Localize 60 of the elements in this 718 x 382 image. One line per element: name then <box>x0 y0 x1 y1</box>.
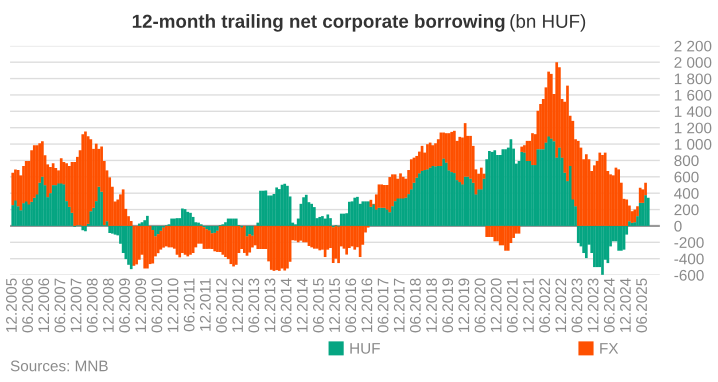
x-tick-label: 06.2019 <box>442 278 454 332</box>
x-tick-label: 06.2023 <box>572 278 582 332</box>
x-tick-label: 12.2014 <box>296 278 308 332</box>
x-tick-label: 12.2012 <box>232 278 244 332</box>
source-note: Sources: MNB <box>10 360 108 372</box>
chart-title: 12-month trailing net corporate borrowing <box>132 14 504 32</box>
x-tick-label: 12.2010 <box>168 278 178 332</box>
x-tick-label: 06.2017 <box>378 278 388 332</box>
x-tick-label: 06.2014 <box>280 278 292 332</box>
x-tick-label: 12.2023 <box>588 278 599 332</box>
x-tick-label: 06.2010 <box>151 278 162 332</box>
x-tick-label: 06.2018 <box>410 278 421 332</box>
legend-label: FX <box>600 343 618 354</box>
x-tick-label: 12.2016 <box>361 278 372 332</box>
x-tick-label: 06.2025 <box>636 278 647 332</box>
x-tick-label: 12.2009 <box>135 278 146 332</box>
y-tick-label: 1 400 <box>674 106 712 118</box>
y-tick-label: 800 <box>674 155 699 166</box>
y-tick-label: 1 800 <box>674 73 712 84</box>
x-tick-label: 12.2015 <box>329 278 340 332</box>
x-tick-label: 12.2011 <box>200 278 211 331</box>
y-tick-label: -400 <box>674 254 704 264</box>
x-tick-label: 12.2008 <box>102 278 114 332</box>
x-tick-label: 06.2015 <box>313 278 324 332</box>
x-tick-label: 06.2022 <box>539 278 550 332</box>
x-tick-label: 06.2008 <box>86 278 98 332</box>
x-tick-label: 12.2019 <box>458 278 470 332</box>
y-tick-label: 2 200 <box>674 40 712 52</box>
x-tick-label: 12.2013 <box>264 278 276 332</box>
y-tick-label: 400 <box>674 188 699 199</box>
x-tick-label: 12.2017 <box>394 278 405 332</box>
x-tick-label: 06.2007 <box>54 278 66 332</box>
legend-label: HUF <box>350 343 380 354</box>
y-tick-label: 1 200 <box>674 122 712 134</box>
x-tick-label: 06.2011 <box>184 278 195 332</box>
y-tick-label: 2 000 <box>674 57 712 68</box>
x-tick-label: 12.2022 <box>555 278 566 332</box>
y-tick-label: -200 <box>674 237 704 248</box>
y-tick-label: -600 <box>674 270 704 281</box>
x-tick-label: 06.2012 <box>216 278 227 332</box>
x-tick-label: 06.2013 <box>248 278 260 332</box>
x-tick-label: 06.2020 <box>474 278 486 332</box>
x-tick-label: 12.2006 <box>38 278 50 332</box>
x-tick-label: 12.2005 <box>6 278 17 332</box>
x-tick-label: 06.2009 <box>119 278 130 332</box>
x-tick-label: 06.2016 <box>345 278 356 332</box>
x-tick-label: 06.2024 <box>604 278 615 332</box>
x-tick-label: 12.2021 <box>523 278 534 332</box>
y-tick-label: 1 000 <box>674 138 712 150</box>
x-tick-label: 12.2024 <box>620 278 631 332</box>
y-tick-label: 1 600 <box>674 90 712 101</box>
x-tick-label: 12.2018 <box>426 278 437 332</box>
x-tick-label: 06.2006 <box>22 278 34 332</box>
y-tick-label: 200 <box>674 204 699 216</box>
x-tick-label: 12.2007 <box>70 278 82 332</box>
y-tick-label: 0 <box>674 220 682 232</box>
x-tick-label: 06.2021 <box>506 278 518 332</box>
y-tick-label: 600 <box>674 172 699 182</box>
x-tick-label: 12.2020 <box>490 278 502 332</box>
chart-subtitle: (bn HUF) <box>510 14 586 32</box>
